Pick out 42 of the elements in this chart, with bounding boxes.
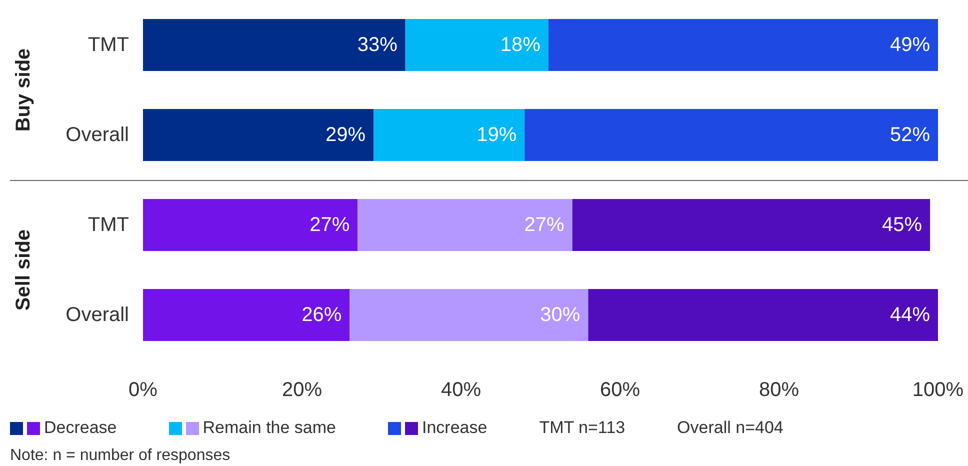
bar	[405, 19, 548, 71]
bar	[588, 289, 938, 341]
y-tick-label: TMT	[88, 214, 129, 236]
x-tick-label: 80%	[758, 379, 800, 401]
data-label: 27%	[310, 214, 350, 236]
data-label: 18%	[500, 34, 541, 56]
x-tick-label: 100%	[912, 379, 964, 401]
bar	[374, 109, 525, 161]
bar	[548, 19, 938, 71]
bar	[143, 19, 406, 71]
data-label: 44%	[890, 304, 930, 326]
data-label: 45%	[882, 214, 922, 236]
bar	[143, 199, 358, 251]
bar	[358, 199, 572, 251]
x-tick-label: 60%	[600, 379, 640, 401]
y-tick-label: Overall	[66, 124, 129, 146]
bar	[350, 289, 588, 341]
legend-label: Remain the same	[202, 418, 336, 438]
bar	[143, 289, 350, 341]
bar	[524, 109, 938, 161]
bar	[572, 199, 930, 251]
data-label: 27%	[524, 214, 565, 236]
data-label: 49%	[890, 34, 930, 56]
data-label: 52%	[890, 124, 930, 146]
x-tick-label: 40%	[440, 379, 482, 401]
y-tick-label: TMT	[88, 34, 129, 56]
data-label: 30%	[540, 304, 580, 326]
text: Sell side	[12, 229, 36, 311]
text: Overall n=404	[677, 418, 784, 438]
legend-label: Increase	[422, 418, 488, 438]
data-label: 19%	[476, 124, 517, 146]
legend-label: Decrease	[44, 418, 117, 438]
text: TMT n=113	[539, 418, 626, 438]
x-tick-label: 20%	[282, 379, 322, 401]
text: Buy side	[12, 48, 36, 132]
text: Note: n = number of responses	[10, 447, 230, 465]
x-tick-label: 0%	[128, 379, 158, 401]
y-tick-label: Overall	[66, 304, 129, 326]
data-label: 26%	[302, 304, 342, 326]
data-label: 33%	[357, 34, 398, 56]
bar	[143, 109, 374, 161]
data-label: 29%	[326, 124, 366, 146]
